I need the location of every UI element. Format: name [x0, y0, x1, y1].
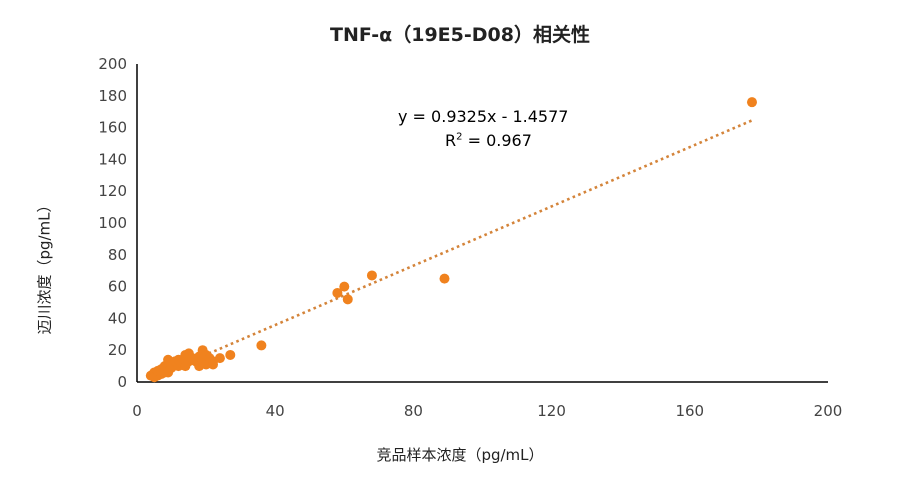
- x-tick-label: 160: [675, 402, 704, 420]
- chart-title: TNF-α（19E5-D08）相关性: [330, 24, 590, 46]
- data-point: [214, 353, 225, 364]
- x-tick-label: 80: [404, 402, 423, 420]
- x-axis-label: 竞品样本浓度（pg/mL）: [376, 446, 544, 464]
- y-tick-label: 140: [98, 150, 127, 168]
- x-tick-label: 120: [537, 402, 566, 420]
- y-axis-label: 迈川浓度（pg/mL）: [35, 197, 54, 335]
- r-squared-value: = 0.967: [462, 131, 532, 150]
- data-point: [342, 294, 353, 305]
- trendline-equation: y = 0.9325x - 1.4577: [398, 107, 569, 126]
- y-tick-labels: 0 20 40 60 80 100 120 140 160 180 200: [98, 55, 127, 391]
- y-tick-label: 20: [108, 341, 127, 359]
- data-point: [439, 273, 450, 284]
- trendline: [164, 119, 753, 374]
- data-point: [225, 349, 236, 360]
- x-tick-label: 40: [266, 402, 285, 420]
- y-tick-label: 40: [108, 309, 127, 327]
- data-point: [366, 270, 377, 281]
- data-point: [339, 281, 350, 292]
- data-point: [746, 97, 757, 108]
- x-tick-label: 0: [132, 402, 142, 420]
- y-tick-label: 160: [98, 119, 127, 137]
- r-squared-exponent: 2: [456, 131, 463, 143]
- y-tick-label: 180: [98, 87, 127, 105]
- r-squared-symbol: R: [445, 131, 457, 150]
- y-tick-label: 100: [98, 214, 127, 232]
- data-point: [208, 359, 219, 370]
- y-tick-label: 60: [108, 278, 127, 296]
- x-tick-labels: 0 40 80 120 160 200: [132, 402, 842, 420]
- y-tick-label: 200: [98, 55, 127, 73]
- data-point: [332, 287, 343, 298]
- data-points: [145, 97, 757, 383]
- data-point: [256, 340, 267, 351]
- y-tick-label: 120: [98, 182, 127, 200]
- y-tick-label: 80: [108, 246, 127, 264]
- x-tick-label: 200: [814, 402, 843, 420]
- y-tick-label: 0: [117, 373, 127, 391]
- r-squared-label: R2 = 0.967: [445, 131, 532, 150]
